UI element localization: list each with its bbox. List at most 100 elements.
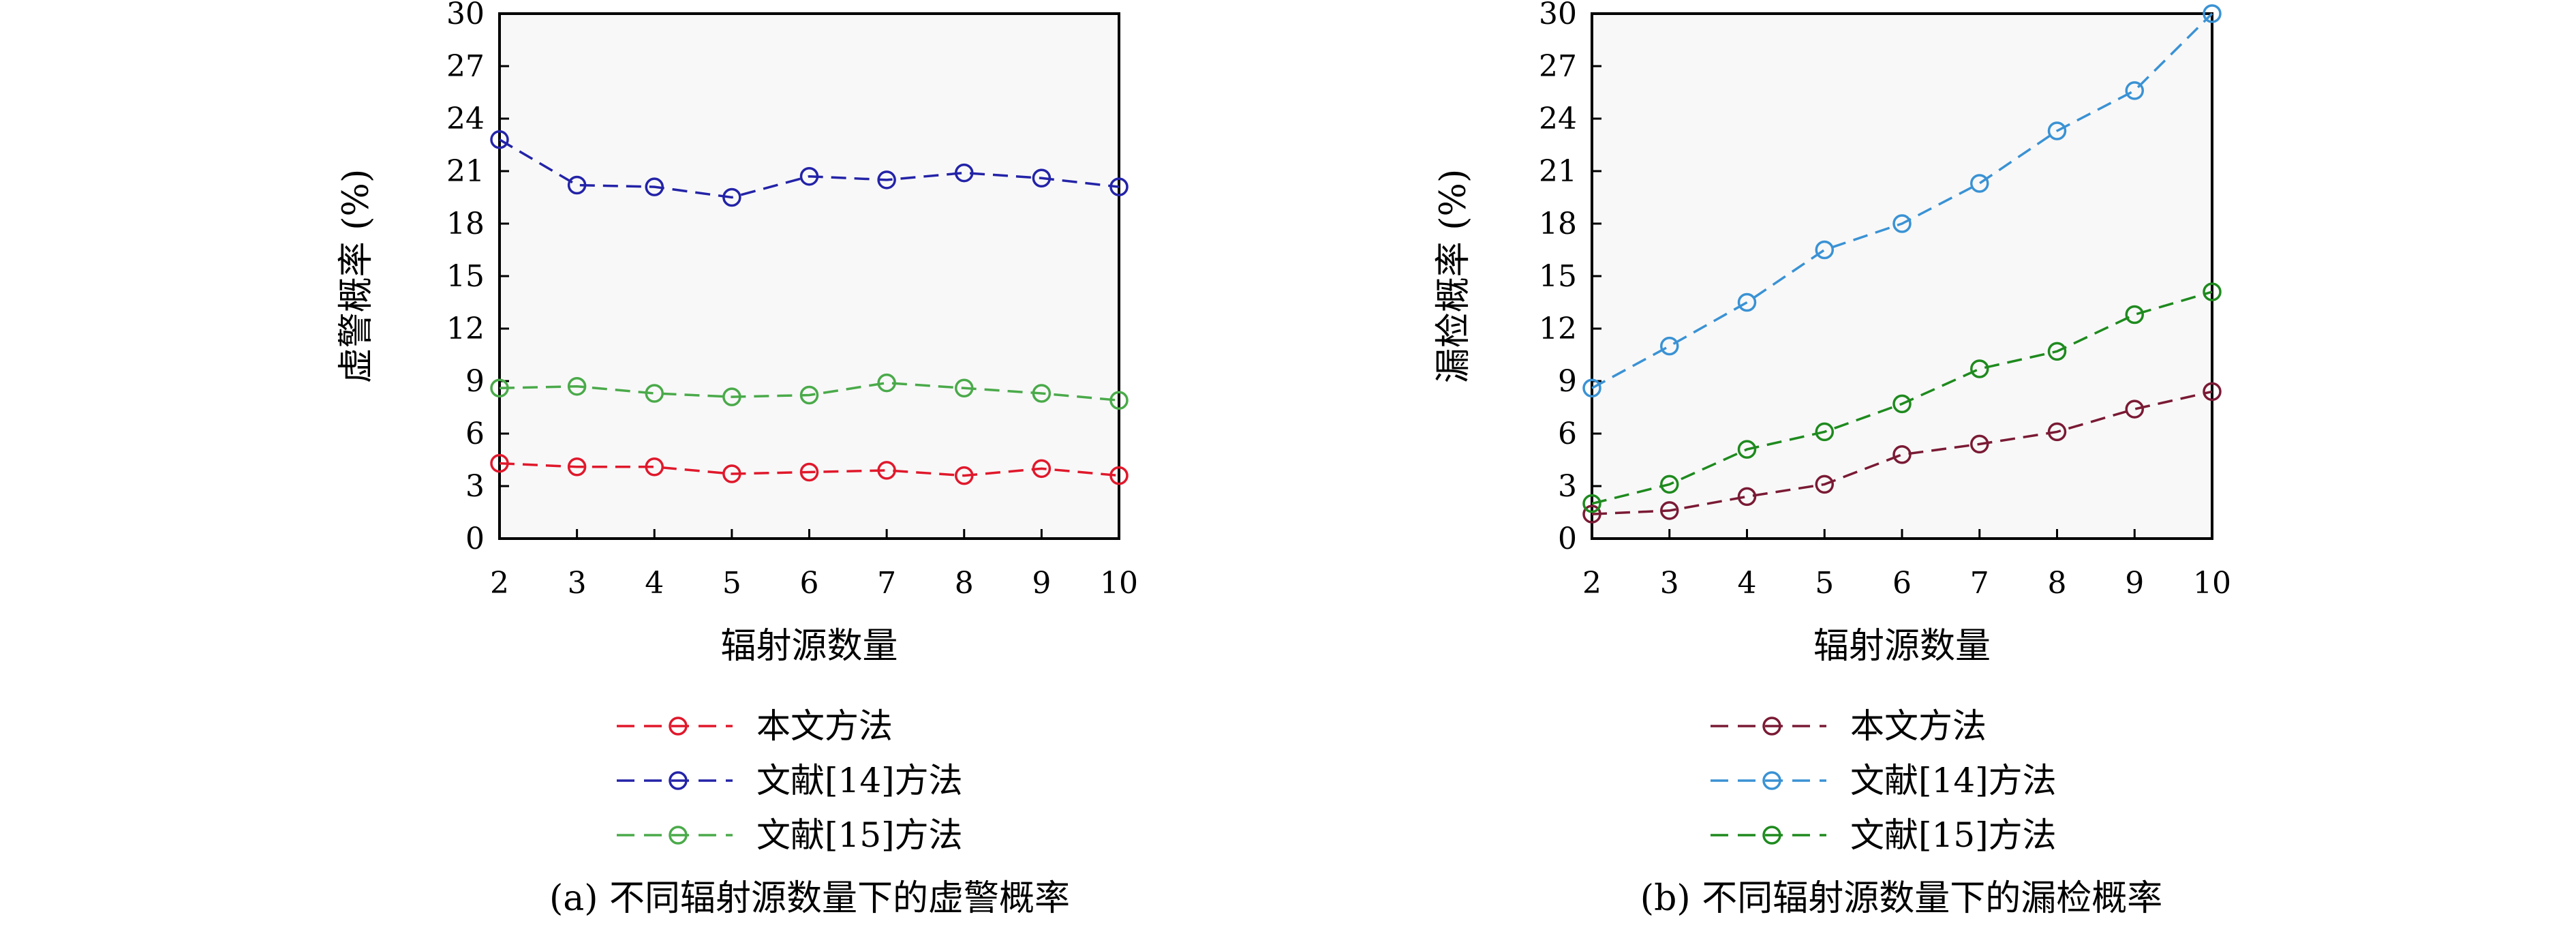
data-point xyxy=(799,385,819,405)
legend-label: 本文方法 xyxy=(1850,706,1987,746)
data-point xyxy=(645,457,664,477)
legend-marker xyxy=(669,826,688,845)
y-tick-label: 21 xyxy=(446,154,485,189)
y-tick-label: 30 xyxy=(1539,0,1577,31)
x-tick-label: 9 xyxy=(2125,566,2144,601)
y-tick-label: 21 xyxy=(1539,154,1577,189)
x-tick-label: 4 xyxy=(645,566,664,601)
data-point xyxy=(1032,168,1052,188)
series-line xyxy=(1591,290,2213,505)
data-point xyxy=(955,378,974,398)
data-point xyxy=(2047,342,2067,361)
x-axis-label: 辐射源数量 xyxy=(720,626,898,667)
data-point xyxy=(1660,336,1679,356)
data-point xyxy=(490,453,509,473)
legend-marker xyxy=(669,771,688,790)
x-tick-label: 4 xyxy=(1738,566,1757,601)
data-point xyxy=(1582,378,1601,398)
x-tick-label: 3 xyxy=(1660,566,1679,601)
x-tick-label: 9 xyxy=(1032,566,1051,601)
data-point xyxy=(1109,391,1129,410)
y-axis-label: 漏检概率 (%) xyxy=(1433,169,1474,384)
data-point xyxy=(1815,240,1834,260)
data-point xyxy=(567,175,587,195)
y-tick-label: 18 xyxy=(446,207,485,241)
data-point xyxy=(877,373,896,393)
data-point xyxy=(1970,434,1989,454)
x-tick-label: 3 xyxy=(568,566,587,601)
y-tick-label: 30 xyxy=(446,0,485,31)
y-tick-label: 12 xyxy=(1539,312,1577,346)
x-tick-label: 6 xyxy=(1892,566,1912,601)
y-tick-label: 27 xyxy=(446,49,485,84)
data-point xyxy=(1815,422,1834,442)
x-tick-label: 5 xyxy=(1815,566,1834,601)
data-point xyxy=(1109,466,1129,485)
y-axis-label: 虚警概率 (%) xyxy=(336,169,377,384)
y-tick-label: 3 xyxy=(465,469,485,504)
data-point xyxy=(2203,382,2222,402)
legend-marker xyxy=(1762,771,1781,790)
data-point xyxy=(955,163,974,183)
x-tick-label: 2 xyxy=(490,566,509,601)
series-line xyxy=(499,381,1120,402)
data-point xyxy=(1737,487,1757,507)
data-point xyxy=(722,387,741,406)
series-line xyxy=(499,462,1120,477)
y-tick-label: 24 xyxy=(446,102,485,136)
x-tick-label: 6 xyxy=(800,566,819,601)
data-point xyxy=(1032,459,1052,479)
y-tick-label: 0 xyxy=(465,522,485,556)
x-tick-label: 8 xyxy=(2048,566,2067,601)
series-line xyxy=(499,138,1120,199)
data-point xyxy=(1582,494,1601,513)
legend-label: 文献[15]方法 xyxy=(756,815,963,855)
data-point xyxy=(2047,422,2067,442)
series-line xyxy=(1591,12,2213,389)
plot-area xyxy=(498,12,1120,540)
x-tick-label: 7 xyxy=(877,566,896,601)
data-point xyxy=(2047,121,2067,140)
legend-marker xyxy=(1762,717,1781,736)
legend-marker xyxy=(1762,826,1781,845)
data-point xyxy=(955,466,974,485)
data-point xyxy=(2203,282,2222,301)
data-point xyxy=(1970,359,1989,378)
data-point xyxy=(1660,474,1679,494)
legend-label: 本文方法 xyxy=(756,706,893,746)
data-point xyxy=(2125,400,2144,419)
data-point xyxy=(799,166,819,186)
legend-label: 文献[14]方法 xyxy=(756,761,963,800)
data-point xyxy=(2125,305,2144,325)
data-point xyxy=(1737,440,1757,459)
chart-a: 0 3 6 9 12 15 18 21 24 27 30 2 3 4 5 6 7 8 9 10 辐射源数量 虚警概率 (%… xyxy=(336,0,1138,919)
y-tick-label: 12 xyxy=(446,312,485,346)
data-point xyxy=(1737,292,1757,312)
y-tick-label: 27 xyxy=(1539,49,1577,84)
x-tick-label: 8 xyxy=(955,566,974,601)
data-point xyxy=(1892,445,1912,464)
data-point xyxy=(722,187,741,207)
x-tick-label: 10 xyxy=(2193,566,2231,601)
series-line xyxy=(1591,390,2213,515)
data-point xyxy=(490,378,509,398)
y-tick-label: 24 xyxy=(1539,102,1577,136)
x-tick-label: 7 xyxy=(1970,566,1989,601)
data-point xyxy=(877,170,896,190)
figure-caption: (b) 不同辐射源数量下的漏检概率 xyxy=(1640,878,2162,919)
data-point xyxy=(1970,174,1989,193)
plot-area xyxy=(1591,12,2213,540)
data-point xyxy=(645,384,664,403)
x-axis-label: 辐射源数量 xyxy=(1813,626,1991,667)
data-point xyxy=(799,462,819,482)
legend-label: 文献[15]方法 xyxy=(1850,815,2057,855)
legend-label: 文献[14]方法 xyxy=(1850,761,2057,800)
y-tick-label: 9 xyxy=(1558,364,1577,399)
x-tick-label: 5 xyxy=(722,566,741,601)
figure-caption: (a) 不同辐射源数量下的虚警概率 xyxy=(549,878,1070,919)
y-tick-label: 18 xyxy=(1539,207,1577,241)
data-point xyxy=(1892,394,1912,414)
y-tick-label: 15 xyxy=(446,259,485,294)
y-tick-label: 0 xyxy=(1558,522,1577,556)
